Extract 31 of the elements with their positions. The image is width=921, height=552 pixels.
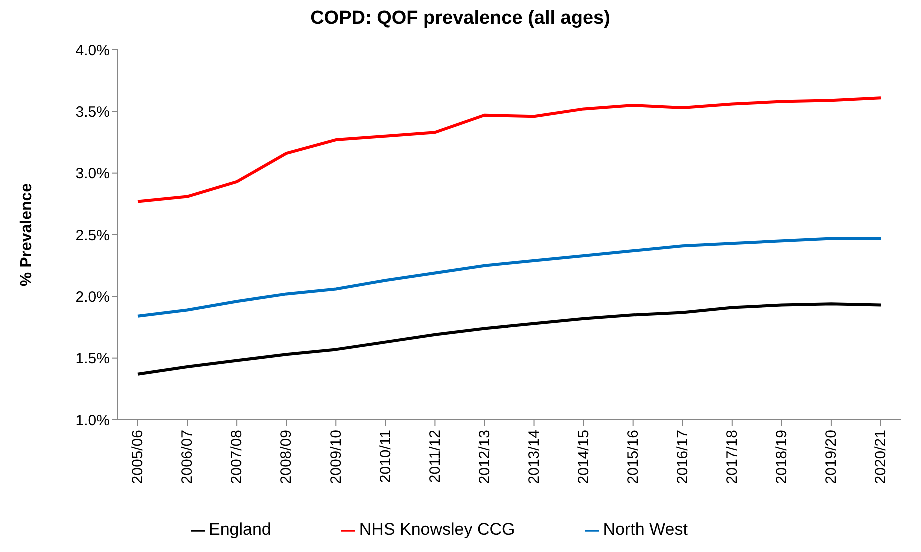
x-tick-label: 2017/18 (724, 430, 742, 484)
legend-label: England (209, 520, 272, 539)
x-tick-label: 2020/21 (872, 430, 890, 484)
legend-label: North West (603, 520, 688, 539)
x-tick-label: 2012/13 (476, 430, 494, 484)
x-tick-label: 2014/15 (575, 430, 592, 484)
y-axis-title: % Prevalence (18, 183, 36, 287)
line-series (136, 302, 882, 376)
x-tick-label: 2005/06 (130, 430, 147, 484)
y-tick-label: 4.0% (76, 42, 110, 60)
x-tick-label: 2015/16 (624, 430, 642, 484)
x-tick-label: 2011/12 (426, 430, 444, 484)
line-series (136, 237, 882, 318)
legend-label: NHS Knowsley CCG (359, 520, 516, 539)
x-tick-label: 2013/14 (526, 430, 543, 484)
x-tick-label: 2007/08 (228, 430, 246, 484)
y-tick-label: 3.5% (76, 104, 110, 121)
y-tick-label: 1.5% (76, 350, 110, 368)
x-tick-label: 2006/07 (179, 430, 196, 484)
x-tick-label: 2010/11 (377, 430, 394, 484)
x-tick-label: 2008/09 (278, 430, 296, 484)
chart-title: COPD: QOF prevalence (all ages) (310, 8, 612, 30)
x-tick-label: 2019/20 (823, 430, 840, 484)
line-series (136, 96, 882, 204)
y-tick-label: 3.0% (76, 166, 110, 183)
y-tick-label: 1.0% (76, 412, 110, 430)
y-tick-label: 2.0% (76, 288, 110, 306)
x-tick-label: 2016/17 (674, 430, 692, 484)
x-tick-label: 2009/10 (328, 430, 345, 484)
y-tick-label: 2.5% (76, 227, 110, 244)
x-tick-label: 2018/19 (774, 430, 791, 484)
